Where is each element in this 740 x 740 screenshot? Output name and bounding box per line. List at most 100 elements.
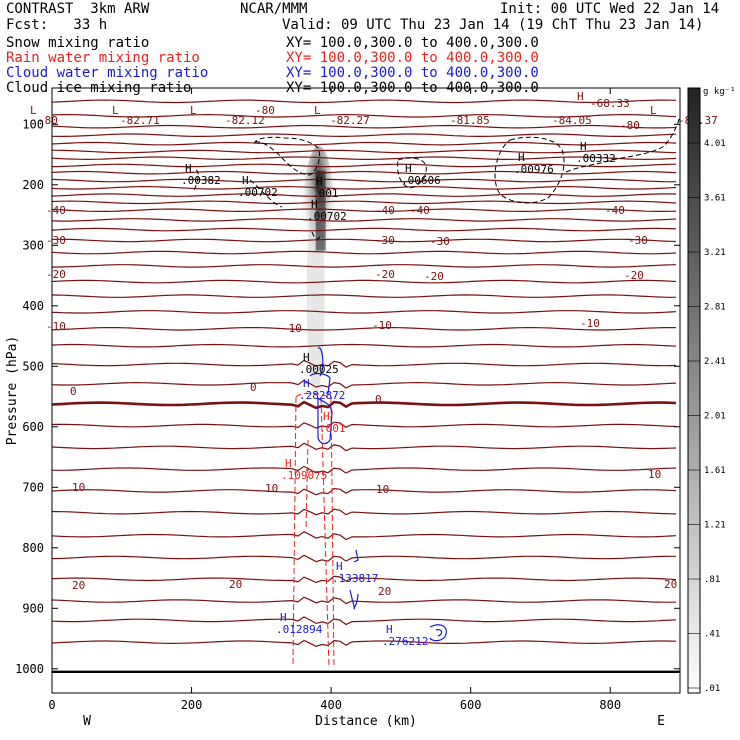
extremum-marker: L bbox=[314, 104, 321, 117]
maximum-value: .00606 bbox=[401, 174, 441, 187]
maximum-value: .00382 bbox=[181, 174, 221, 187]
x-tick-label: 400 bbox=[320, 698, 342, 712]
x-tick-label: 200 bbox=[181, 698, 203, 712]
maximum-marker: H bbox=[580, 140, 587, 153]
colorbar-label: .41 bbox=[704, 630, 720, 640]
temperature-contour bbox=[51, 133, 677, 137]
contour-label: 10 bbox=[648, 468, 661, 481]
maximum-marker: H bbox=[336, 560, 343, 573]
temperature-contour bbox=[51, 124, 677, 129]
extremum-marker: L bbox=[112, 104, 119, 117]
maximum-value: .012894 bbox=[276, 623, 323, 636]
temperature-contour bbox=[51, 596, 676, 605]
contour-label: -10 bbox=[46, 320, 66, 333]
contour-label: 0 bbox=[375, 393, 382, 406]
y-tick-label: 600 bbox=[22, 420, 44, 434]
cloud-water-contour bbox=[349, 589, 359, 610]
y-tick-label: 100 bbox=[22, 117, 44, 131]
maximum-value: .00702 bbox=[307, 210, 347, 223]
colorbar-label: .81 bbox=[704, 575, 720, 585]
maximum-value: .00702 bbox=[238, 186, 278, 199]
contour-label: -30 bbox=[430, 235, 450, 248]
temperature-contour bbox=[51, 218, 677, 222]
contour-label: -40 bbox=[375, 204, 395, 217]
cloud-water-contour bbox=[317, 347, 324, 377]
plot-area: -80-82.71-82.12-82.27-81.85-84.05-80-82.… bbox=[30, 90, 718, 674]
contour-label: -40 bbox=[605, 204, 625, 217]
y-axis-label: Pressure (hPa) bbox=[5, 336, 20, 446]
temperature-contour bbox=[52, 163, 677, 168]
field-rain-xsec: XY= 100.0,300.0 to 400.0,300.0 bbox=[286, 50, 539, 66]
cloud-water-contour bbox=[429, 624, 447, 642]
y-tick-label: 300 bbox=[22, 238, 44, 252]
contour-label: -10 bbox=[580, 317, 600, 330]
contour-label: -80 bbox=[255, 104, 275, 117]
maximum-value: .00332 bbox=[576, 152, 616, 165]
field-snow-xsec: XY= 100.0,300.0 to 400.0,300.0 bbox=[286, 35, 539, 51]
cloud-ice-contour bbox=[565, 115, 681, 173]
maximum-marker: H bbox=[242, 174, 249, 187]
temperature-contour bbox=[51, 208, 677, 212]
colorbar-label: 3.21 bbox=[704, 248, 726, 258]
rain-water-contour bbox=[295, 392, 333, 399]
contour-label: 20 bbox=[378, 585, 391, 598]
contour-label: 20 bbox=[664, 578, 677, 591]
temperature-contour bbox=[51, 487, 677, 496]
temperature-contour bbox=[51, 379, 677, 389]
temperature-contour bbox=[51, 200, 677, 205]
extremum-marker: L bbox=[650, 104, 657, 117]
cloud-ice-contour bbox=[193, 169, 199, 191]
cloud-water-contour bbox=[317, 396, 333, 445]
x-tick-label: 0 bbox=[48, 698, 55, 712]
temperature-contour bbox=[51, 639, 677, 647]
maximum-marker: H bbox=[311, 198, 318, 211]
field-snow-name: Snow mixing ratio bbox=[6, 35, 150, 51]
temperature-contour bbox=[51, 264, 677, 268]
x-axis-label: Distance (km) bbox=[315, 714, 417, 729]
x-end-label-east: E bbox=[657, 714, 665, 729]
maximum-value: .001 bbox=[319, 422, 346, 435]
y-tick-label: 500 bbox=[22, 359, 44, 373]
cloud-ice-contour bbox=[253, 136, 321, 176]
temperature-contour bbox=[51, 616, 677, 626]
extremum-marker: H bbox=[577, 90, 584, 103]
temperature-contour bbox=[51, 170, 677, 175]
cloud-ice-contour bbox=[397, 157, 427, 189]
temperature-contour bbox=[51, 193, 677, 197]
contour-label: 0 bbox=[70, 385, 77, 398]
contour-label: 0 bbox=[250, 381, 257, 394]
maximum-marker: H bbox=[405, 162, 412, 175]
contour-label: -80 bbox=[38, 114, 58, 127]
temperature-contour bbox=[51, 141, 677, 146]
colorbar-label: .01 bbox=[704, 684, 720, 694]
temperature-contour bbox=[51, 227, 677, 232]
freezing-level-contour bbox=[51, 400, 677, 410]
x-end-label-west: W bbox=[83, 714, 91, 729]
contour-label: 10 bbox=[376, 483, 389, 496]
colorbar: 4.01 3.61 3.21 2.81 2.41 2.01 1.61 1.21 .81 .41 .0… bbox=[687, 87, 736, 694]
colorbar-unit: g kg⁻¹ bbox=[703, 87, 736, 97]
temperature-contour bbox=[51, 178, 677, 183]
contour-label: -30 bbox=[46, 234, 66, 247]
maximum-value: .133817 bbox=[332, 572, 378, 585]
plot-frame bbox=[51, 87, 681, 694]
colorbar-label: 3.61 bbox=[704, 194, 726, 204]
temperature-contour bbox=[52, 149, 677, 154]
temperature-contour bbox=[52, 465, 677, 474]
temperature-contour bbox=[51, 508, 677, 516]
colorbar-ramp bbox=[687, 87, 701, 694]
temperature-contour bbox=[51, 327, 676, 331]
contour-label: -30 bbox=[375, 234, 395, 247]
colorbar-label: 2.81 bbox=[704, 303, 726, 313]
temperature-contour bbox=[51, 310, 677, 314]
maximum-marker: H bbox=[316, 175, 323, 188]
header-init: Init: 00 UTC Wed 22 Jan 14 bbox=[500, 1, 720, 17]
y-tick-label: 200 bbox=[22, 178, 44, 192]
colorbar-label: 2.01 bbox=[704, 412, 726, 422]
extremum-marker: L bbox=[30, 104, 37, 117]
temperature-contour bbox=[51, 279, 677, 284]
contour-label: -84.05 bbox=[552, 114, 592, 127]
cloud-ice-contour bbox=[311, 231, 321, 240]
header-valid: Valid: 09 UTC Thu 23 Jan 14 (19 ChT Thu … bbox=[282, 17, 704, 33]
